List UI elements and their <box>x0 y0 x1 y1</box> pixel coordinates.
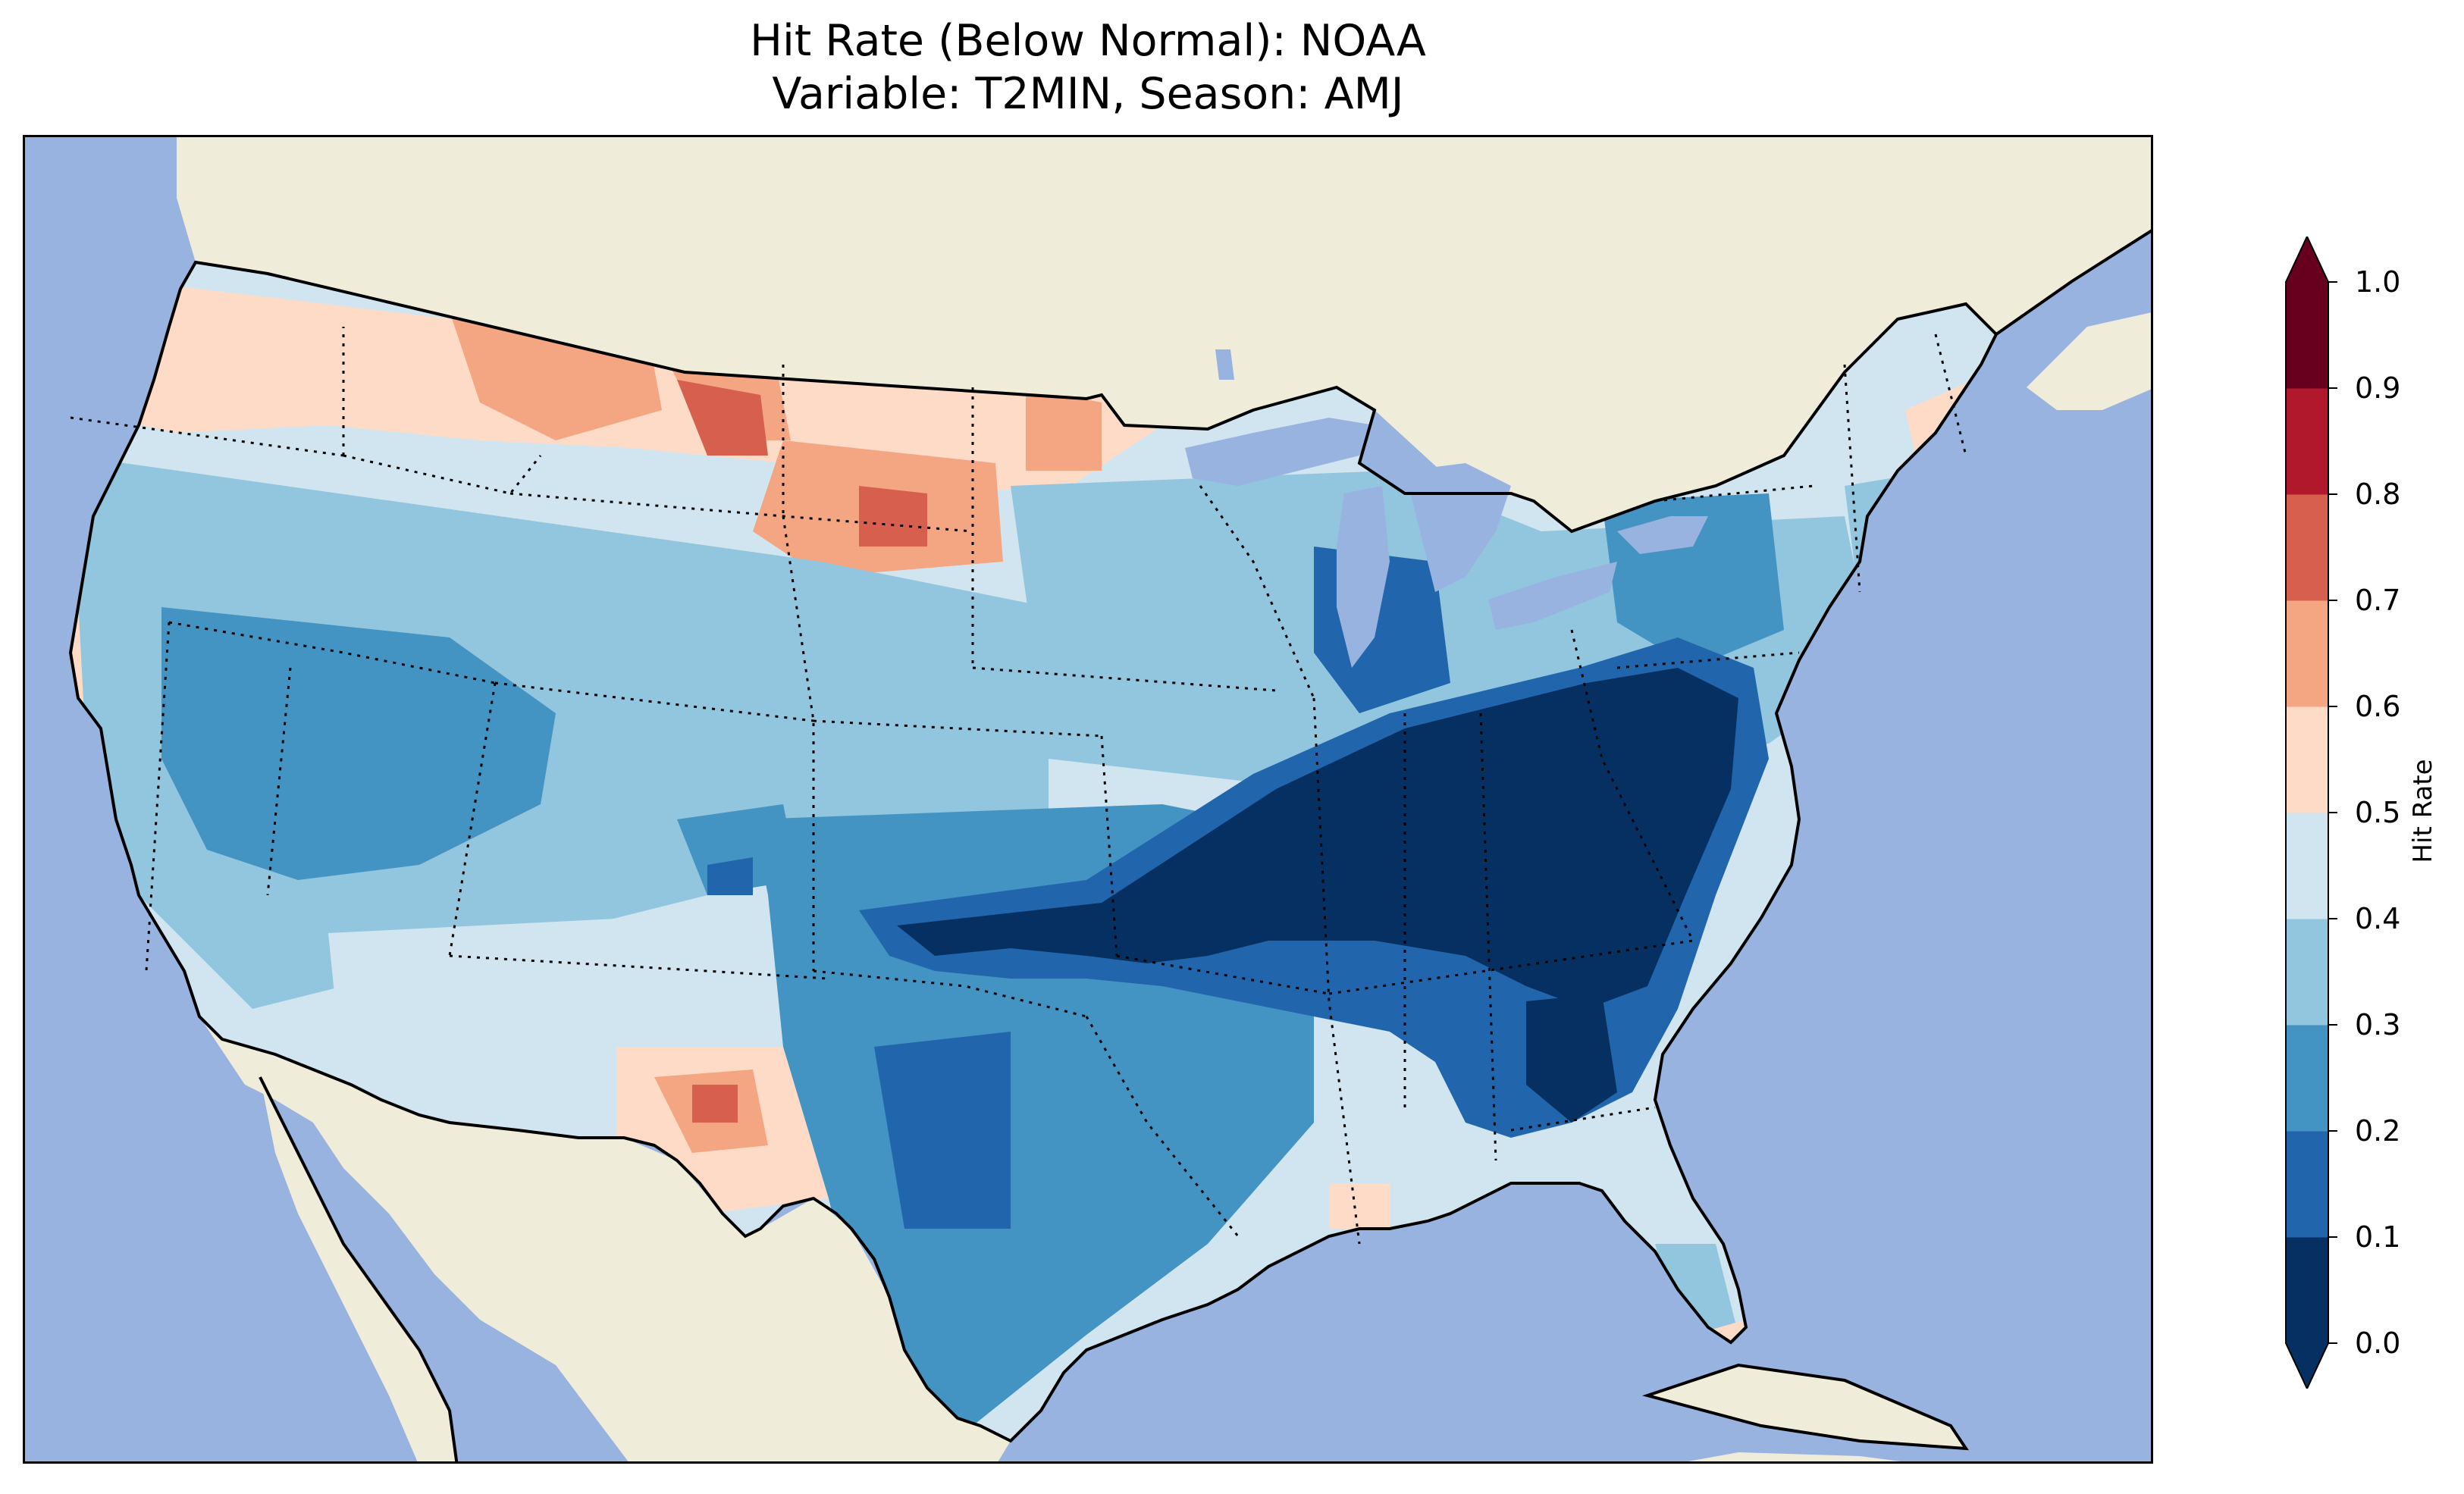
colorbar-bin <box>2286 282 2328 389</box>
colorbar-bin <box>2286 600 2328 707</box>
colorbar-bin <box>2286 919 2328 1026</box>
colorbar-tick-label: 1.0 <box>2355 265 2401 299</box>
figure-title-line2: Variable: T2MIN, Season: AMJ <box>772 69 1404 119</box>
colorbar-bin <box>2286 388 2328 495</box>
colorbar-tick-label: 0.5 <box>2355 796 2401 829</box>
colorbar-bin <box>2286 1131 2328 1238</box>
land-mexico <box>199 1016 1011 1461</box>
colorbar-bin <box>2286 813 2328 919</box>
great-lakes <box>1185 349 1708 668</box>
colorbar-label: Hit Rate <box>2408 759 2438 863</box>
colorbar <box>2285 236 2337 1389</box>
figure-title-line1: Hit Rate (Below Normal): NOAA <box>750 16 1426 66</box>
colorbar-tick-label: 0.4 <box>2355 902 2401 935</box>
colorbar-bin <box>2286 494 2328 601</box>
colorbar-bin <box>2286 706 2328 813</box>
land-maritimes <box>2027 312 2151 410</box>
land-cuba <box>1647 1365 1966 1461</box>
colorbar-tick-label: 0.9 <box>2355 371 2401 405</box>
hit-rate-field <box>71 274 1996 1426</box>
colorbar-tick-label: 0.3 <box>2355 1008 2401 1041</box>
colorbar-bin <box>2286 1025 2328 1132</box>
colorbar-tick-label: 0.1 <box>2355 1220 2401 1254</box>
state-borders <box>70 327 1967 1245</box>
land-canada <box>177 137 2151 531</box>
colorbar-bin <box>2286 1237 2328 1344</box>
colorbar-tick-label: 0.2 <box>2355 1114 2401 1148</box>
colorbar-tick-label: 0.8 <box>2355 478 2401 511</box>
colorbar-extend-min <box>2286 1343 2328 1389</box>
colorbar-tick-label: 0.0 <box>2355 1326 2401 1360</box>
colorbar-tick-label: 0.7 <box>2355 584 2401 617</box>
colorbar-tick-label: 0.6 <box>2355 690 2401 723</box>
map-panel <box>23 135 2153 1464</box>
colorbar-extend-max <box>2286 236 2328 282</box>
